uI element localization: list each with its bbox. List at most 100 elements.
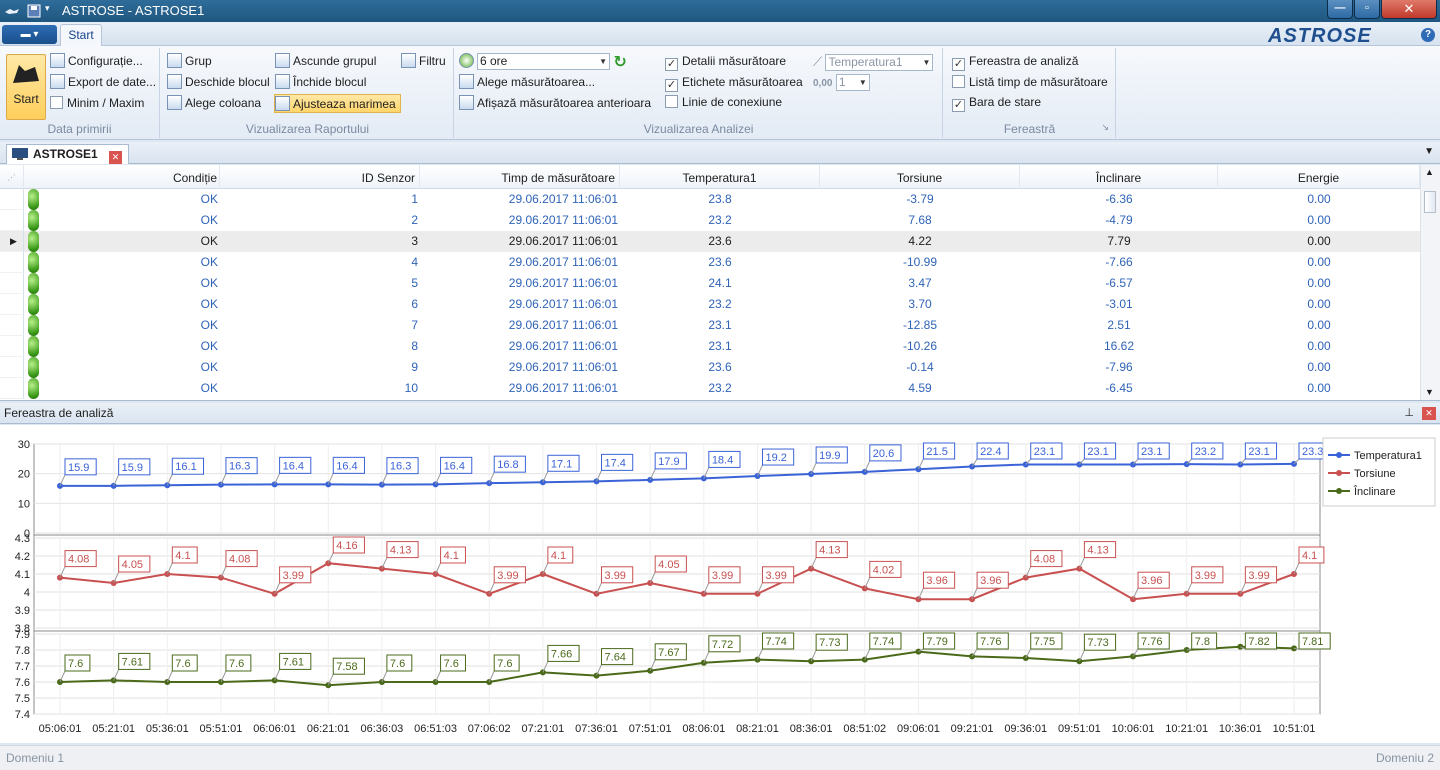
label-leader (864, 648, 871, 660)
data-label-box (64, 654, 91, 672)
table-row[interactable]: OK 5 29.06.2017 11:06:01 24.1 3.47 -6.57 0.00 (0, 273, 1420, 294)
etichete-checkbox[interactable]: ✓ Etichete măsurătoarea (665, 75, 803, 92)
linie-conexiune-checkbox[interactable]: Linie de conexiune (665, 93, 782, 112)
minim-maxim-checkbox[interactable]: Minim / Maxim (50, 94, 144, 113)
configuratie-button[interactable]: Configurație... (50, 52, 143, 71)
deschide-blocul-button[interactable]: Deschide blocul (167, 73, 270, 92)
data-label-box (1191, 632, 1218, 650)
data-label: 7.8 (1195, 636, 1210, 648)
title-bar: ▾ ASTROSE - ASTROSE1 — ▫ ✕ (0, 0, 1440, 22)
column-header[interactable]: Condiție (24, 165, 220, 189)
row-indicator[interactable] (0, 357, 24, 378)
row-indicator[interactable] (0, 273, 24, 294)
scroll-down-icon[interactable]: ▼ (1425, 387, 1434, 397)
data-label-box (440, 546, 466, 564)
quick-access-dropdown-icon[interactable]: ▾ (45, 3, 50, 13)
column-header[interactable]: ID Senzor (220, 165, 420, 189)
data-label-box (601, 453, 634, 471)
period-select[interactable]: 6 ore ▼ (477, 53, 610, 71)
row-indicator[interactable]: ▶ (0, 231, 24, 252)
start-icon (13, 65, 39, 83)
tab-astrose1[interactable]: ASTROSE1 ✕ (6, 144, 130, 164)
row-indicator[interactable] (0, 189, 24, 210)
tab-start[interactable]: Start (60, 24, 102, 46)
pin-icon[interactable]: ⊥ (1404, 407, 1414, 419)
close-panel-icon[interactable]: ✕ (1422, 407, 1436, 420)
grup-button[interactable]: Grup (167, 52, 212, 71)
afisaza-masuratoarea-anterioara-button[interactable]: Afișază măsurătoarea anterioara (459, 94, 651, 113)
vertical-scrollbar[interactable]: ▲ ▼ (1420, 165, 1440, 400)
row-indicator[interactable] (0, 210, 24, 231)
data-point (861, 585, 868, 592)
table-header: ⋰ Condiție ID Senzor Timp de măsurătoare Te… (0, 165, 1420, 189)
scroll-up-icon[interactable]: ▲ (1425, 167, 1434, 177)
data-label: 4.13 (819, 545, 840, 557)
lista-timp-checkbox[interactable]: Listă timp de măsurătoare (952, 73, 1108, 92)
status-right: Domeniu 2 (1375, 751, 1434, 765)
table-row[interactable]: OK 9 29.06.2017 11:06:01 23.6 -0.14 -7.96 0.00 (0, 357, 1420, 378)
inchide-blocul-button[interactable]: Închide blocul (275, 73, 366, 92)
close-tab-icon[interactable]: ✕ (109, 151, 123, 164)
alege-coloana-button[interactable]: Alege coloana (167, 94, 261, 113)
export-button[interactable]: Export de date... (50, 73, 156, 92)
data-label-box (547, 454, 580, 472)
column-header[interactable]: Torsiune (820, 165, 1020, 189)
decimals-select[interactable]: 1 ▼ (835, 74, 870, 92)
data-point (1076, 658, 1083, 665)
table-row[interactable]: OK 6 29.06.2017 11:06:01 23.2 3.70 -3.01 0.00 (0, 294, 1420, 315)
start-button[interactable]: Start (6, 54, 46, 120)
column-header[interactable]: Timp de măsurătoare (420, 165, 620, 189)
data-point (915, 596, 922, 603)
refresh-icon[interactable]: ↻ (613, 54, 627, 71)
help-icon[interactable]: ? (1421, 28, 1435, 42)
row-indicator[interactable] (0, 315, 24, 336)
table-row[interactable]: OK 2 29.06.2017 11:06:01 23.2 7.68 -4.79 0.00 (0, 210, 1420, 231)
data-label-box (601, 566, 634, 584)
column-header[interactable]: Temperatura1 (620, 165, 820, 189)
data-label: 3.99 (765, 570, 786, 582)
label-leader (1079, 458, 1085, 465)
table-row[interactable]: OK 4 29.06.2017 11:06:01 23.6 -10.99 -7.66 0.0… (0, 252, 1420, 273)
app-icon[interactable] (4, 3, 20, 19)
row-indicator[interactable] (0, 252, 24, 273)
label-leader (166, 474, 173, 486)
table-row[interactable]: OK 7 29.06.2017 11:06:01 23.1 -12.85 2.51 0.00 (0, 315, 1420, 336)
bara-stare-checkbox[interactable]: ✓ Bara de stare (952, 95, 1042, 112)
table-row[interactable]: OK 10 29.06.2017 11:06:01 23.2 4.59 -6.45 0.00 (0, 378, 1420, 399)
table-cell: 23.8 (708, 192, 732, 206)
filtru-button[interactable]: Filtru (401, 52, 446, 71)
data-label: 15.9 (122, 462, 143, 474)
fereastra-analiza-checkbox[interactable]: ✓ Fereastra de analiză (952, 54, 1079, 71)
data-label: 19.9 (819, 450, 840, 462)
maximize-button[interactable]: ▫ (1354, 0, 1380, 19)
ascunde-grupul-button[interactable]: Ascunde grupul (275, 52, 376, 71)
x-tick-label: 06:06:01 (253, 723, 296, 735)
data-label: 3.99 (497, 570, 518, 582)
table-row[interactable]: OK 8 29.06.2017 11:06:01 23.1 -10.26 16.62 0.0… (0, 336, 1420, 357)
ajusteaza-marimea-button[interactable]: Ajusteaza marimea (274, 94, 401, 113)
current-row-icon: ▶ (10, 236, 17, 246)
row-indicator[interactable] (0, 378, 24, 399)
dialog-launcher-icon[interactable]: ↘ (1101, 122, 1109, 132)
tab-list-dropdown-icon[interactable]: ▼ (1424, 146, 1434, 157)
close-button[interactable]: ✕ (1381, 0, 1437, 19)
parameter-select[interactable]: Temperatura1 ▼ (825, 54, 934, 72)
data-label: 7.76 (980, 636, 1001, 648)
row-indicator[interactable] (0, 336, 24, 357)
application-menu-button[interactable]: ▬ ▾ (2, 25, 57, 44)
row-indicator[interactable] (0, 294, 24, 315)
group-vizualizarea-analizei: 6 ore ▼ ↻ Alege măsurătoarea... Afișază m… (455, 48, 943, 138)
scroll-thumb[interactable] (1424, 191, 1436, 213)
table-row[interactable]: ▶ OK 3 29.06.2017 11:06:01 23.6 4.22 7.79 0.00 (0, 231, 1420, 252)
detalii-checkbox[interactable]: ✓ Detalii măsurătoare (665, 54, 787, 71)
x-tick-label: 10:36:01 (1219, 723, 1262, 735)
table-row[interactable]: OK 1 29.06.2017 11:06:01 23.8 -3.79 -6.36 0.00 (0, 189, 1420, 210)
alege-masuratoarea-button[interactable]: Alege măsurătoarea... (459, 73, 595, 92)
save-icon[interactable] (26, 3, 42, 19)
column-header[interactable]: Energie (1218, 165, 1420, 189)
y-tick-label: 7.8 (15, 645, 30, 657)
minimize-button[interactable]: — (1327, 0, 1353, 19)
label-leader (918, 648, 924, 653)
data-label-box (493, 566, 526, 584)
column-header[interactable]: Înclinare (1020, 165, 1218, 189)
